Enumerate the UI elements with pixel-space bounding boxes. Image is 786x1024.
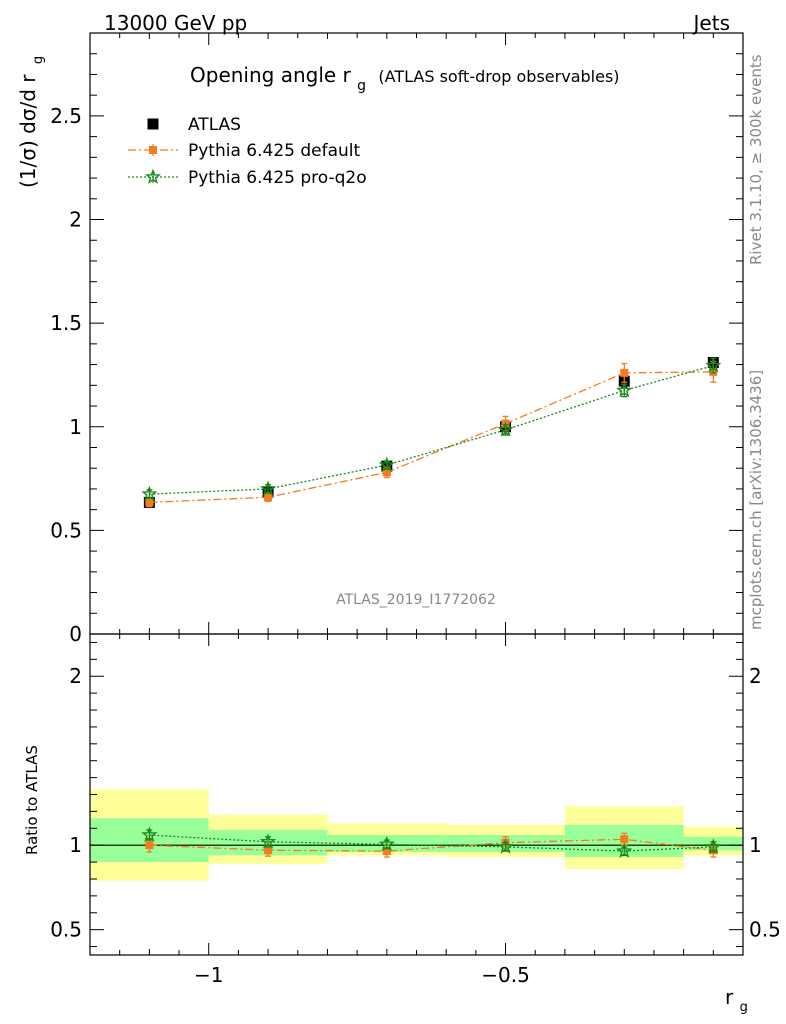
- series-line-default: [149, 838, 714, 852]
- ratio-series: [141, 826, 722, 858]
- series-line-proq2o: [149, 364, 714, 495]
- point-default: [264, 493, 273, 502]
- series-line-proq2o: [149, 834, 714, 852]
- plot-title: Opening angle r g (ATLAS soft-drop obser…: [190, 63, 620, 95]
- main-series: [141, 357, 722, 508]
- point-default: [382, 468, 391, 477]
- ratio-y-tick-label: 1: [69, 833, 82, 857]
- point-proq2o: [141, 826, 158, 842]
- legend-marker-default: [149, 146, 157, 154]
- y-axis-label-sub: g: [31, 56, 46, 64]
- ratio-y-tick-label-right: 1: [749, 833, 762, 857]
- plot-title-extra: (ATLAS soft-drop observables): [378, 67, 619, 86]
- point-proq2o: [616, 381, 633, 398]
- series-proq2o: [141, 357, 722, 501]
- ratio-y-tick-label: 0.5: [50, 918, 82, 942]
- point-default: [264, 846, 273, 855]
- y-tick-label: 0: [69, 622, 82, 646]
- legend-label-default: Pythia 6.425 default: [188, 141, 361, 161]
- y-tick-label: 2: [69, 208, 82, 232]
- analysis-label: ATLAS_2019_I1772062: [336, 592, 496, 608]
- point-default: [145, 841, 154, 850]
- y-tick-label: 0.5: [50, 518, 82, 542]
- mcplots-label: mcplots.cern.ch [arXiv:1306.3436]: [747, 370, 765, 630]
- x-axis-label: r g: [725, 985, 748, 1015]
- point-proq2o: [378, 835, 395, 852]
- point-proq2o: [260, 480, 277, 496]
- ratio-y-label: Ratio to ATLAS: [23, 745, 41, 855]
- plot-title-sub: g: [357, 78, 366, 94]
- point-default: [382, 847, 391, 856]
- point-default: [620, 368, 629, 377]
- legend-marker-atlas: [147, 118, 159, 130]
- y-tick-label: 2.5: [50, 104, 82, 128]
- x-tick-label: −0.5: [481, 963, 530, 987]
- legend-label-proq2o: Pythia 6.425 pro-q2o: [188, 168, 367, 188]
- main-ticks: 0 0.5 1 1.5 2 2.5: [50, 33, 744, 646]
- point-proq2o: [616, 842, 633, 858]
- y-tick-label: 1.5: [50, 311, 82, 335]
- point-proq2o: [497, 421, 514, 437]
- point-proq2o: [378, 456, 395, 472]
- point-proq2o: [141, 485, 158, 501]
- point-proq2o: [705, 357, 722, 373]
- rivet-label: Rivet 3.1.10, ≥ 300k events: [747, 54, 765, 265]
- ratio-y-tick-label: 2: [69, 664, 82, 688]
- point-proq2o: [497, 838, 514, 854]
- header-left: 13000 GeV pp: [104, 11, 247, 35]
- series-proq2o: [141, 826, 722, 858]
- point-default: [145, 498, 154, 507]
- point-proq2o: [705, 838, 722, 854]
- point-default: [620, 835, 629, 844]
- legend-marker-proq2o: [144, 168, 162, 184]
- legend-label-atlas: ATLAS: [188, 115, 241, 135]
- legend: ATLAS Pythia 6.425 default Pythia 6.425 pr…: [128, 115, 367, 188]
- ratio-ticks: −1 −0.5 0.5 0.5 1 1 2 2: [50, 634, 781, 987]
- y-axis-label-main: (1/σ) dσ/d r: [16, 74, 40, 188]
- y-axis-label: (1/σ) dσ/d r g: [16, 56, 46, 188]
- ratio-y-tick-label-right: 0.5: [749, 918, 781, 942]
- x-axis-label-sub: g: [740, 1000, 748, 1015]
- plot-title-main: Opening angle r: [190, 63, 352, 87]
- x-tick-label: −1: [194, 963, 223, 987]
- x-axis-label-main: r: [725, 985, 734, 1009]
- ratio-y-tick-label-right: 2: [749, 664, 762, 688]
- point-proq2o: [260, 833, 277, 849]
- y-tick-label: 1: [69, 415, 82, 439]
- header-right: Jets: [692, 11, 730, 35]
